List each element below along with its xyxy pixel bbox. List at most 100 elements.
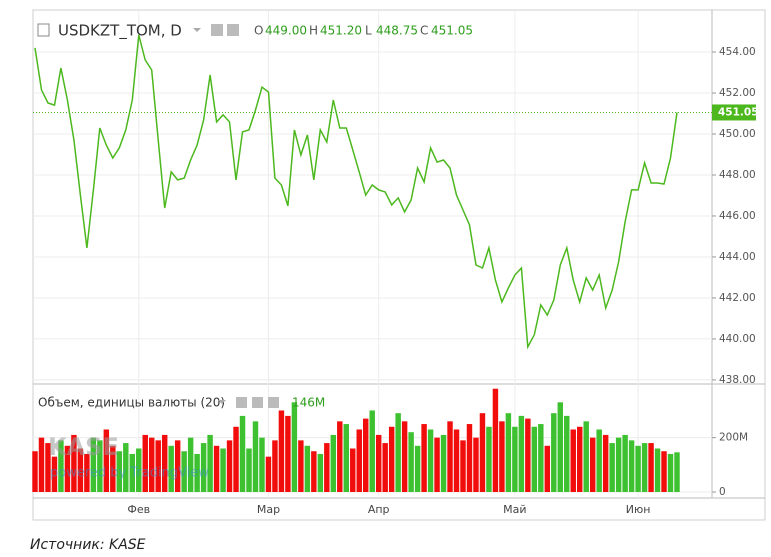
- volume-bar: [609, 443, 615, 492]
- volume-bar: [363, 418, 369, 492]
- volume-bar: [570, 429, 576, 492]
- volume-pane: [32, 388, 680, 492]
- volume-bar: [142, 434, 148, 492]
- volume-bar: [427, 429, 434, 492]
- volume-bar: [447, 421, 453, 492]
- volume-bar: [369, 410, 375, 492]
- volume-bar: [525, 418, 531, 492]
- volume-bar: [220, 448, 226, 492]
- icon: [252, 397, 263, 408]
- last-price-label: 451.05: [718, 106, 759, 118]
- y-tick-label: 448.00: [719, 169, 756, 181]
- volume-bar: [486, 426, 492, 492]
- y-tick-label: 200M: [719, 432, 748, 444]
- volume-bar: [531, 426, 538, 492]
- volume-bar: [233, 426, 239, 492]
- ohlc-value: 448.75: [376, 24, 418, 38]
- volume-bar: [149, 437, 155, 492]
- volume-bar: [337, 421, 343, 492]
- volume-bar: [110, 445, 116, 492]
- volume-bar: [51, 456, 58, 492]
- volume-bar: [58, 440, 64, 492]
- volume-bar: [414, 445, 421, 492]
- ohlc-value: 451.05: [431, 24, 473, 38]
- volume-bar: [615, 437, 622, 492]
- volume-bar: [45, 443, 51, 492]
- y-tick-label: 438.00: [719, 374, 756, 386]
- volume-bar: [168, 445, 174, 492]
- volume-bar: [123, 443, 129, 492]
- volume-bar: [155, 440, 161, 492]
- volume-bar: [518, 415, 525, 492]
- volume-bar: [408, 432, 414, 492]
- volume-bar: [356, 429, 362, 492]
- volume-bar: [187, 437, 194, 492]
- volume-bar: [583, 421, 589, 492]
- x-tick-label: Май: [503, 503, 526, 516]
- volume-bar: [648, 443, 654, 492]
- volume-bar: [395, 413, 401, 492]
- icon: [218, 400, 226, 404]
- volume-bar: [181, 451, 187, 492]
- x-tick-label: Фев: [127, 503, 150, 516]
- volume-bar: [538, 424, 544, 492]
- volume-bar: [64, 445, 71, 492]
- volume-bar: [259, 437, 265, 492]
- source-note: Источник: KASE: [30, 537, 146, 553]
- header: USDKZT_TOM, D: [37, 22, 239, 41]
- volume-bar: [200, 443, 207, 492]
- volume-bar: [557, 402, 563, 492]
- volume-bar: [622, 434, 628, 492]
- volume-last: 146M: [292, 396, 325, 410]
- y-tick-label: 450.00: [719, 128, 756, 140]
- volume-bar: [628, 440, 635, 492]
- volume-bar: [32, 451, 38, 492]
- volume-bar: [492, 388, 499, 492]
- ohlc-value: 449.00: [265, 24, 307, 38]
- volume-bar: [174, 440, 181, 492]
- volume-bar: [512, 426, 518, 492]
- y-tick-label: 442.00: [719, 292, 756, 304]
- volume-bar: [641, 443, 648, 492]
- price-line: [34, 34, 678, 350]
- volume-bar: [473, 437, 479, 492]
- icon: [193, 28, 201, 32]
- icon: [37, 23, 50, 37]
- volume-bar: [278, 410, 285, 492]
- volume-bar: [116, 451, 123, 492]
- volume-bar: [285, 415, 291, 492]
- volume-bar: [317, 453, 324, 492]
- icon: [268, 397, 279, 408]
- ohlc: O 449.00 H 451.20 L 448.75 C 451.05: [254, 24, 473, 38]
- volume-bar: [84, 453, 90, 492]
- volume-bar: [453, 429, 460, 492]
- volume-bar: [421, 424, 427, 492]
- volume-bar: [596, 429, 602, 492]
- volume-bar: [77, 448, 84, 492]
- x-tick-label: Апр: [368, 503, 390, 516]
- volume-bar: [103, 429, 110, 492]
- y-tick-label: 454.00: [719, 46, 756, 58]
- volume-bar: [375, 434, 382, 492]
- volume-header: Объем, единицы валюты (20) 146M: [38, 396, 325, 410]
- y-tick-label: 444.00: [719, 251, 756, 263]
- volume-bar: [330, 434, 337, 492]
- watermark-logo: KASE: [48, 433, 119, 461]
- volume-bar: [194, 453, 200, 492]
- icon: [211, 24, 223, 36]
- volume-bar: [602, 434, 609, 492]
- volume-bar: [505, 413, 512, 492]
- volume-bar: [136, 448, 142, 492]
- volume-bar: [466, 424, 473, 492]
- volume-bar: [564, 415, 570, 492]
- volume-bar: [661, 451, 667, 492]
- watermark-tagline: powered by TradingView: [50, 466, 209, 481]
- volume-bar: [291, 402, 298, 492]
- volume-bar: [304, 445, 311, 492]
- volume-bar: [350, 448, 356, 492]
- volume-bar: [551, 413, 557, 492]
- volume-bar: [213, 445, 220, 492]
- volume-bar: [246, 448, 252, 492]
- volume-bar: [298, 440, 304, 492]
